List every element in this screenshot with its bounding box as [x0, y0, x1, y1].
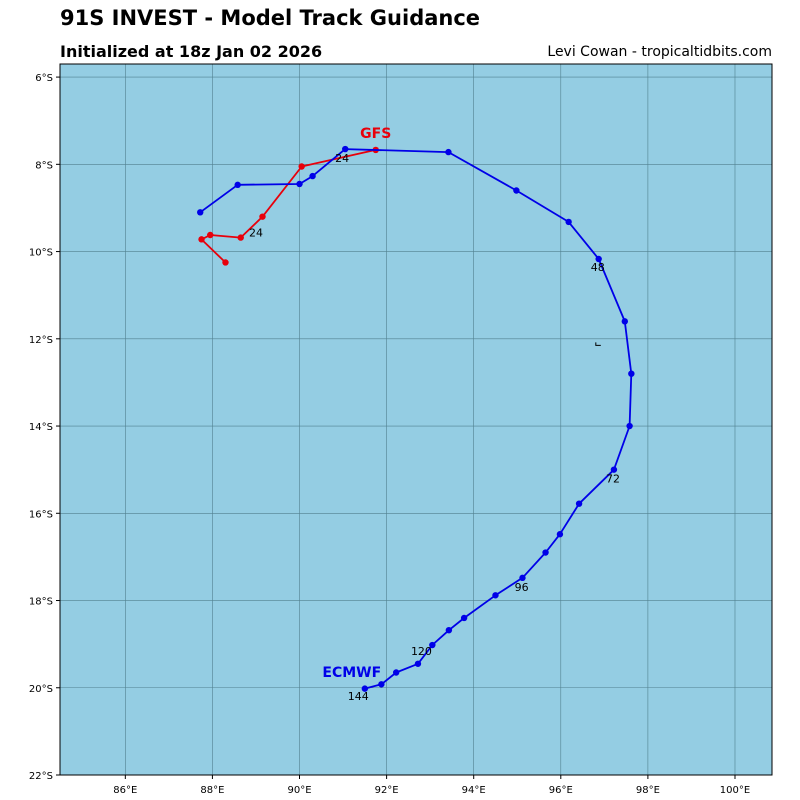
track-point — [414, 660, 422, 667]
model-label: ECMWF — [322, 665, 381, 681]
track-point — [222, 259, 229, 266]
forecast-hour-label: 72 — [606, 473, 620, 486]
forecast-hour-label: 120 — [411, 645, 432, 658]
track-point — [565, 218, 572, 226]
forecast-hour-label: 96 — [515, 581, 529, 594]
x-tick-label: 98°E — [636, 785, 660, 796]
track-point — [460, 614, 468, 622]
track-point — [234, 181, 241, 189]
track-point — [595, 255, 602, 263]
track-point — [361, 685, 369, 692]
track-point — [237, 234, 244, 241]
track-point — [628, 370, 635, 377]
map-frame — [59, 63, 773, 776]
track-ecmwf: 24 48 72 96 120 144 ECMWF — [197, 145, 635, 703]
y-tick-label: 18°S — [29, 597, 53, 608]
track-point — [621, 318, 629, 325]
track-point — [309, 172, 316, 180]
y-tick-label: 16°S — [29, 509, 53, 520]
model-label: GFS — [360, 126, 391, 142]
model-tracks: 24 GFS 24 48 72 96 120 144 ECMWF — [197, 126, 635, 703]
track-point — [626, 422, 633, 430]
track-point — [519, 574, 526, 582]
track-point — [207, 231, 214, 239]
y-tick-label: 22°S — [29, 771, 53, 782]
track-point — [198, 236, 205, 243]
track-point — [445, 148, 452, 156]
forecast-hour-label: 24 — [335, 152, 349, 165]
x-tick-label: 92°E — [375, 785, 399, 796]
init-time-subtitle: Initialized at 18z Jan 02 2026 — [60, 42, 323, 61]
ocean-background — [59, 63, 773, 776]
x-tick-label: 100°E — [720, 785, 750, 796]
y-tick-label: 10°S — [29, 248, 53, 259]
track-point — [575, 500, 583, 507]
island-marker — [595, 342, 601, 346]
axis-ticks: 86°E 88°E 90°E 92°E 94°E 96°E 98°E 100°E 6°S 8°S 1… — [29, 73, 750, 796]
track-gfs: 24 GFS — [198, 126, 391, 266]
track-point — [445, 626, 453, 634]
track-point — [556, 531, 564, 538]
x-tick-label: 94°E — [462, 785, 486, 796]
x-tick-label: 96°E — [549, 785, 573, 796]
credit-text: Levi Cowan - tropicaltidbits.com — [547, 44, 772, 60]
track-point — [378, 681, 385, 688]
track-point — [296, 180, 303, 188]
track-point — [610, 466, 618, 473]
y-tick-label: 20°S — [29, 684, 53, 695]
track-point — [197, 209, 204, 216]
y-tick-label: 6°S — [35, 73, 53, 84]
y-tick-label: 12°S — [29, 335, 53, 346]
x-tick-label: 86°E — [113, 785, 137, 796]
track-point — [513, 187, 520, 194]
x-tick-label: 90°E — [287, 785, 311, 796]
track-point — [392, 669, 400, 676]
forecast-hour-label: 144 — [348, 690, 369, 703]
track-point — [259, 213, 266, 220]
track-point — [298, 163, 305, 170]
track-point — [542, 549, 549, 556]
forecast-hour-label: 48 — [591, 261, 605, 274]
track-point — [342, 145, 349, 153]
y-tick-label: 8°S — [35, 160, 53, 171]
island-outline — [595, 342, 601, 346]
x-tick-label: 88°E — [200, 785, 224, 796]
y-tick-label: 14°S — [29, 422, 53, 433]
page-title: 91S INVEST - Model Track Guidance — [60, 6, 481, 30]
track-point — [492, 592, 499, 599]
track-point — [429, 641, 436, 649]
forecast-hour-label: 24 — [249, 226, 263, 239]
